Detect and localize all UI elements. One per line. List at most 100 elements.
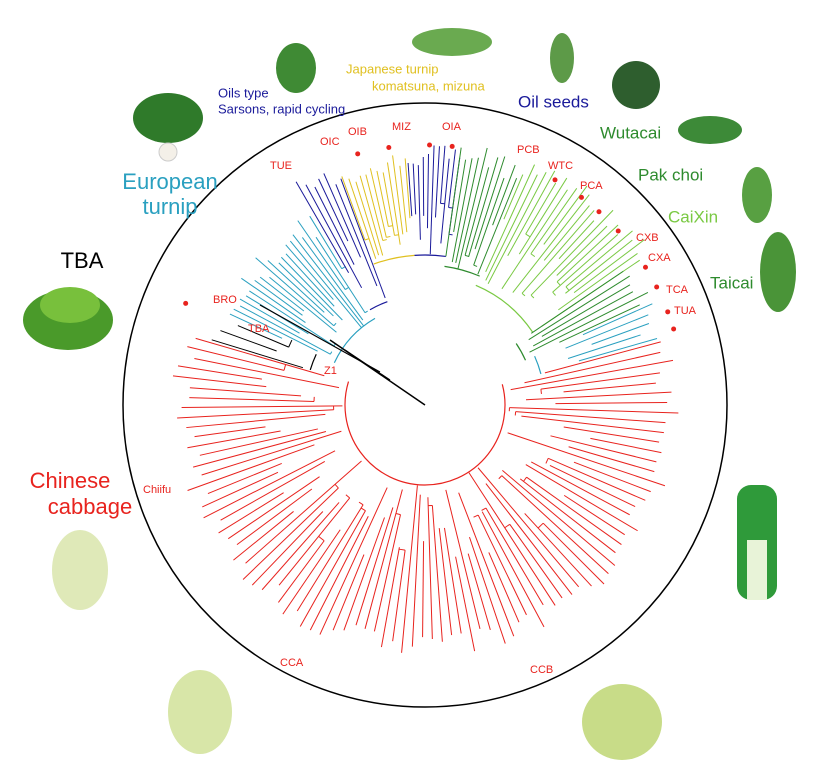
marker-star bbox=[355, 151, 361, 157]
branch bbox=[288, 339, 293, 348]
branch bbox=[448, 233, 453, 236]
branch bbox=[427, 497, 433, 640]
branch bbox=[245, 460, 362, 564]
branch bbox=[394, 234, 399, 236]
branch bbox=[202, 471, 279, 508]
branch bbox=[233, 511, 294, 561]
branch bbox=[398, 548, 406, 551]
branch bbox=[521, 415, 664, 434]
group-label: komatsuna, mizuna bbox=[372, 78, 485, 93]
branch bbox=[254, 279, 303, 316]
branch bbox=[392, 550, 406, 642]
branch bbox=[332, 554, 365, 631]
branch bbox=[556, 281, 561, 286]
plant-chinese-cabbage-1 bbox=[52, 530, 108, 610]
plant-tba bbox=[23, 287, 113, 350]
marker-star bbox=[449, 143, 455, 149]
root-branch bbox=[259, 304, 381, 373]
branch bbox=[237, 325, 289, 348]
accession-label: BRO bbox=[213, 294, 237, 306]
branch bbox=[334, 483, 339, 489]
clade-arc bbox=[475, 284, 534, 333]
branch bbox=[443, 527, 462, 634]
branch bbox=[187, 430, 281, 449]
branch bbox=[251, 511, 324, 586]
branch bbox=[455, 157, 479, 263]
branch bbox=[530, 187, 578, 255]
branch bbox=[259, 276, 305, 312]
branch bbox=[458, 492, 515, 637]
group-label: Oils type bbox=[218, 85, 269, 100]
branch bbox=[241, 277, 306, 323]
plant-oils-type bbox=[276, 43, 316, 93]
branch bbox=[318, 536, 325, 542]
accession-label: Chiifu bbox=[143, 484, 171, 496]
branch bbox=[297, 220, 346, 290]
branch bbox=[355, 507, 394, 626]
branch bbox=[345, 286, 349, 290]
clade-arc bbox=[369, 301, 388, 311]
branch bbox=[218, 492, 284, 534]
branch bbox=[369, 168, 387, 238]
accession-label: TCA bbox=[666, 284, 689, 296]
branch bbox=[187, 444, 315, 491]
accession-label: TUA bbox=[674, 305, 697, 317]
branch bbox=[524, 513, 592, 587]
clade-arc bbox=[333, 317, 376, 363]
group-label: Chinese bbox=[30, 468, 111, 493]
branch bbox=[348, 178, 377, 259]
clade-arc bbox=[444, 265, 480, 277]
branch bbox=[382, 172, 395, 236]
clade-arc bbox=[534, 355, 542, 375]
branch bbox=[233, 308, 318, 352]
branch bbox=[567, 334, 641, 359]
branch bbox=[359, 175, 384, 256]
branch bbox=[395, 513, 401, 516]
group-label: Taicai bbox=[710, 273, 753, 292]
branch bbox=[440, 145, 446, 204]
accession-label: CXA bbox=[648, 252, 671, 264]
accession-label: PCB bbox=[517, 144, 540, 156]
branch bbox=[540, 389, 542, 395]
clade-arc bbox=[344, 381, 506, 486]
branch bbox=[431, 505, 443, 642]
branch bbox=[530, 294, 535, 299]
clade-arc bbox=[309, 354, 317, 371]
branch bbox=[220, 461, 326, 521]
clade-arc bbox=[515, 343, 527, 361]
branch bbox=[467, 553, 491, 631]
branch bbox=[507, 170, 556, 257]
branch bbox=[503, 174, 524, 220]
group-label: Japanese turnip bbox=[346, 61, 439, 76]
branch bbox=[445, 489, 481, 629]
branch bbox=[380, 547, 400, 648]
branch bbox=[239, 305, 331, 355]
branch bbox=[485, 174, 538, 281]
branch bbox=[473, 514, 479, 518]
branch bbox=[319, 487, 388, 635]
accession-label: CXB bbox=[636, 232, 659, 244]
branch bbox=[485, 483, 573, 595]
branch bbox=[277, 540, 325, 603]
marker-star bbox=[654, 284, 660, 290]
branch bbox=[295, 181, 350, 273]
plant-european-turnip bbox=[133, 93, 203, 162]
branch bbox=[392, 155, 404, 235]
branch bbox=[309, 215, 343, 269]
accession-label: CCA bbox=[280, 657, 304, 669]
branch bbox=[485, 164, 535, 273]
branch bbox=[360, 507, 366, 512]
branch bbox=[525, 391, 672, 401]
branch bbox=[261, 502, 340, 591]
branch bbox=[532, 291, 634, 347]
branch bbox=[314, 186, 355, 265]
branch bbox=[177, 409, 334, 419]
branch bbox=[468, 536, 506, 644]
branch bbox=[504, 523, 511, 529]
branch bbox=[525, 464, 638, 532]
branch bbox=[501, 475, 609, 575]
branch bbox=[345, 494, 351, 499]
branch bbox=[485, 507, 544, 606]
group-label: European bbox=[122, 169, 217, 194]
